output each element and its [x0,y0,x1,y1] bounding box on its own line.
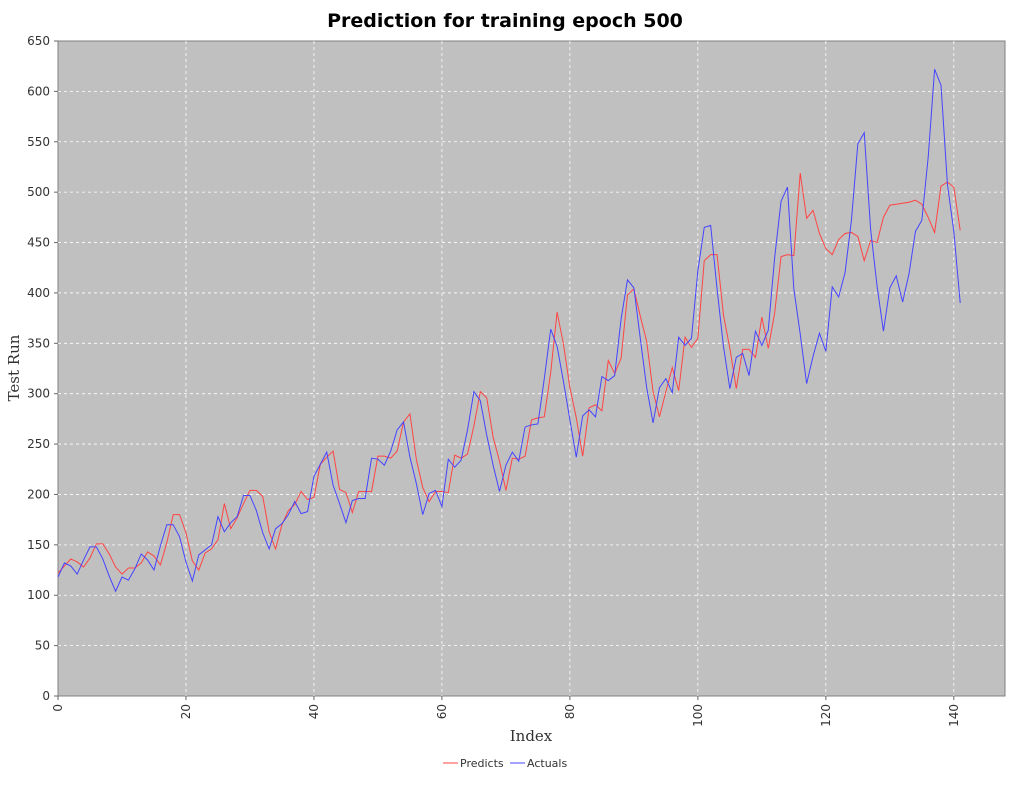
y-tick-label: 400 [27,286,50,300]
y-tick-label: 150 [27,538,50,552]
y-tick-label: 300 [27,387,50,401]
series-line-actuals [57,69,961,593]
y-tick-label: 650 [27,34,50,48]
y-tick-label: 50 [35,639,50,653]
x-tick-label: 40 [307,704,321,719]
y-tick-label: 0 [42,689,50,703]
x-tick-label: 60 [435,704,449,719]
plot-area [57,40,1006,697]
x-axis-label: Index [510,727,553,745]
x-tick-label: 140 [947,704,961,727]
y-axis-label: Test Run [5,334,23,401]
legend-label-predicts: Predicts [460,757,504,770]
x-tick-label: 0 [51,704,65,712]
axes: 0 50 100 150 200 250 300 350 400 450 500 550 600 650 0… [27,34,961,727]
y-tick-label: 600 [27,84,50,98]
x-tick-label: 20 [179,704,193,719]
y-tick-label: 550 [27,135,50,149]
y-tick-label: 200 [27,487,50,501]
gridlines [58,41,1005,696]
y-tick-label: 100 [27,588,50,602]
y-tick-label: 250 [27,437,50,451]
chart-title: Prediction for training epoch 500 [327,10,683,32]
y-tick-label: 450 [27,236,50,250]
legend-label-actuals: Actuals [527,757,567,770]
x-tick-label: 120 [819,704,833,727]
legend: Predicts Actuals [443,757,567,770]
y-tick-label: 500 [27,185,50,199]
x-tick-label: 100 [691,704,705,727]
series-line-predicts [57,172,961,575]
x-tick-label: 80 [563,704,577,719]
y-tick-label: 350 [27,336,50,350]
series-layer [57,69,961,593]
